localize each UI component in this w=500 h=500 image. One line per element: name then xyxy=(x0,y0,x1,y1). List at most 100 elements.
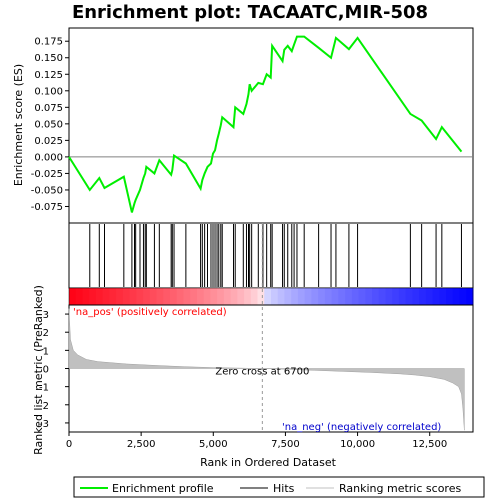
color-bar-segment xyxy=(196,288,205,305)
color-bar-segment xyxy=(156,288,164,305)
x-tick-label: 12,500 xyxy=(412,439,447,450)
color-bar-segment xyxy=(452,288,461,305)
metric-y-axis-label: Ranked list metric (PreRanked) xyxy=(32,285,45,455)
color-bar-segment xyxy=(345,288,353,305)
ranking-metric-area xyxy=(68,308,465,431)
es-y-tick-label: 0.125 xyxy=(34,70,63,81)
legend-enrichment-label: Enrichment profile xyxy=(112,482,214,495)
color-bar-segment xyxy=(75,288,83,305)
neg-correlated-label: 'na_neg' (negatively correlated) xyxy=(282,422,441,433)
es-y-tick-label: 0.075 xyxy=(34,103,63,114)
color-bar-segment xyxy=(210,288,218,305)
hit-lines xyxy=(89,224,462,287)
color-bar-segment xyxy=(129,288,137,305)
color-bar-segment xyxy=(311,288,319,305)
x-axis-label: Rank in Ordered Dataset xyxy=(200,456,337,469)
metric-y-tick-label: 1 xyxy=(43,346,49,357)
color-bar-segment xyxy=(432,288,440,305)
es-y-tick-label: 0.025 xyxy=(34,136,63,147)
color-bar-segment xyxy=(136,288,144,305)
es-y-axis-label: Enrichment score (ES) xyxy=(12,64,25,186)
color-bar-segment xyxy=(149,288,158,305)
color-bar-segment xyxy=(237,288,245,305)
x-tick-label: 7,500 xyxy=(271,439,300,450)
color-bar-segment xyxy=(324,288,333,305)
color-bar-segment xyxy=(170,288,178,305)
color-bar-segment xyxy=(419,288,427,305)
color-bar-segment xyxy=(291,288,299,305)
color-bar-segment xyxy=(244,288,252,305)
color-bar-segment xyxy=(338,288,346,305)
metric-y-tick-label: -3 xyxy=(39,419,49,430)
enrichment-profile-line xyxy=(68,35,463,213)
color-bar-segment xyxy=(284,288,292,305)
legend: Enrichment profile Hits Ranking metric s… xyxy=(73,476,485,498)
es-y-tick-label: 0.175 xyxy=(34,37,63,48)
color-bar-segment xyxy=(109,288,117,305)
color-bar-segment xyxy=(223,288,232,305)
es-y-tick-label: -0.075 xyxy=(31,202,63,213)
chart-title: Enrichment plot: TACAATC,MIR-508 xyxy=(72,2,428,23)
color-bar-segment xyxy=(69,288,77,305)
x-tick-label: 2,500 xyxy=(127,439,156,450)
metric-x-ticks: 0 2,500 5,000 7,500 10,000 12,500 xyxy=(66,432,447,450)
color-bar-segment xyxy=(385,288,393,305)
color-bar-segment xyxy=(116,288,124,305)
color-bar-segment xyxy=(95,288,104,305)
color-bar-segment xyxy=(318,288,326,305)
color-bar-segment xyxy=(331,288,339,305)
es-y-tick-label: 0.000 xyxy=(34,152,63,163)
color-bar-segment xyxy=(378,288,386,305)
color-bar-segment xyxy=(425,288,434,305)
color-bar-segment xyxy=(190,288,198,305)
x-tick-label: 0 xyxy=(66,439,72,450)
color-bar-segment xyxy=(176,288,184,305)
es-y-tick-label: 0.050 xyxy=(34,119,63,130)
x-tick-label: 5,000 xyxy=(199,439,228,450)
rank-color-bar xyxy=(68,287,474,306)
es-y-tick-label: -0.050 xyxy=(31,185,63,196)
zero-cross-label: Zero cross at 6700 xyxy=(215,367,309,378)
color-bar-segment xyxy=(398,288,407,305)
color-bar-segment xyxy=(250,288,259,305)
color-bar-segment xyxy=(351,288,360,305)
color-bar-segment xyxy=(271,288,279,305)
color-bar-segment xyxy=(122,288,131,305)
es-y-ticks: -0.075 -0.050 -0.025 0.000 0.025 0.050 0.075 0.… xyxy=(31,37,69,213)
color-bar-segment xyxy=(297,288,306,305)
color-bar-segment xyxy=(217,288,225,305)
color-bar-segment xyxy=(446,288,454,305)
x-tick-label: 10,000 xyxy=(340,439,375,450)
color-bar-segment xyxy=(439,288,447,305)
metric-y-ticks: -3 -2 -1 0 1 2 3 xyxy=(39,310,69,430)
metric-y-tick-label: 2 xyxy=(43,328,49,339)
color-bar-segment xyxy=(102,288,110,305)
color-bar-segment xyxy=(183,288,191,305)
metric-y-tick-label: 3 xyxy=(43,310,49,321)
color-bar-segment xyxy=(304,288,312,305)
color-bar-segment xyxy=(372,288,380,305)
color-bar-segment xyxy=(230,288,238,305)
legend-frame xyxy=(73,476,485,498)
color-bar-segment xyxy=(82,288,90,305)
es-panel: -0.075 -0.050 -0.025 0.000 0.025 0.050 0.075 0.… xyxy=(12,27,474,224)
legend-metric-label: Ranking metric scores xyxy=(339,482,461,495)
metric-y-tick-label: 0 xyxy=(43,365,49,376)
legend-hits-label: Hits xyxy=(273,482,295,495)
color-bar-segment xyxy=(412,288,420,305)
color-bar-segment xyxy=(466,288,474,305)
color-bar-segment xyxy=(89,288,97,305)
color-bar-segment xyxy=(264,288,272,305)
color-bar-segment xyxy=(459,288,467,305)
color-bar-segment xyxy=(358,288,366,305)
metric-y-tick-label: -2 xyxy=(39,401,49,412)
es-y-tick-label: 0.150 xyxy=(34,53,63,64)
color-bar-segment xyxy=(203,288,211,305)
metric-y-tick-label: -1 xyxy=(39,383,49,394)
color-bar-segment xyxy=(163,288,171,305)
color-bar-segment xyxy=(143,288,151,305)
color-bar-segment xyxy=(392,288,400,305)
hits-panel xyxy=(68,222,474,289)
